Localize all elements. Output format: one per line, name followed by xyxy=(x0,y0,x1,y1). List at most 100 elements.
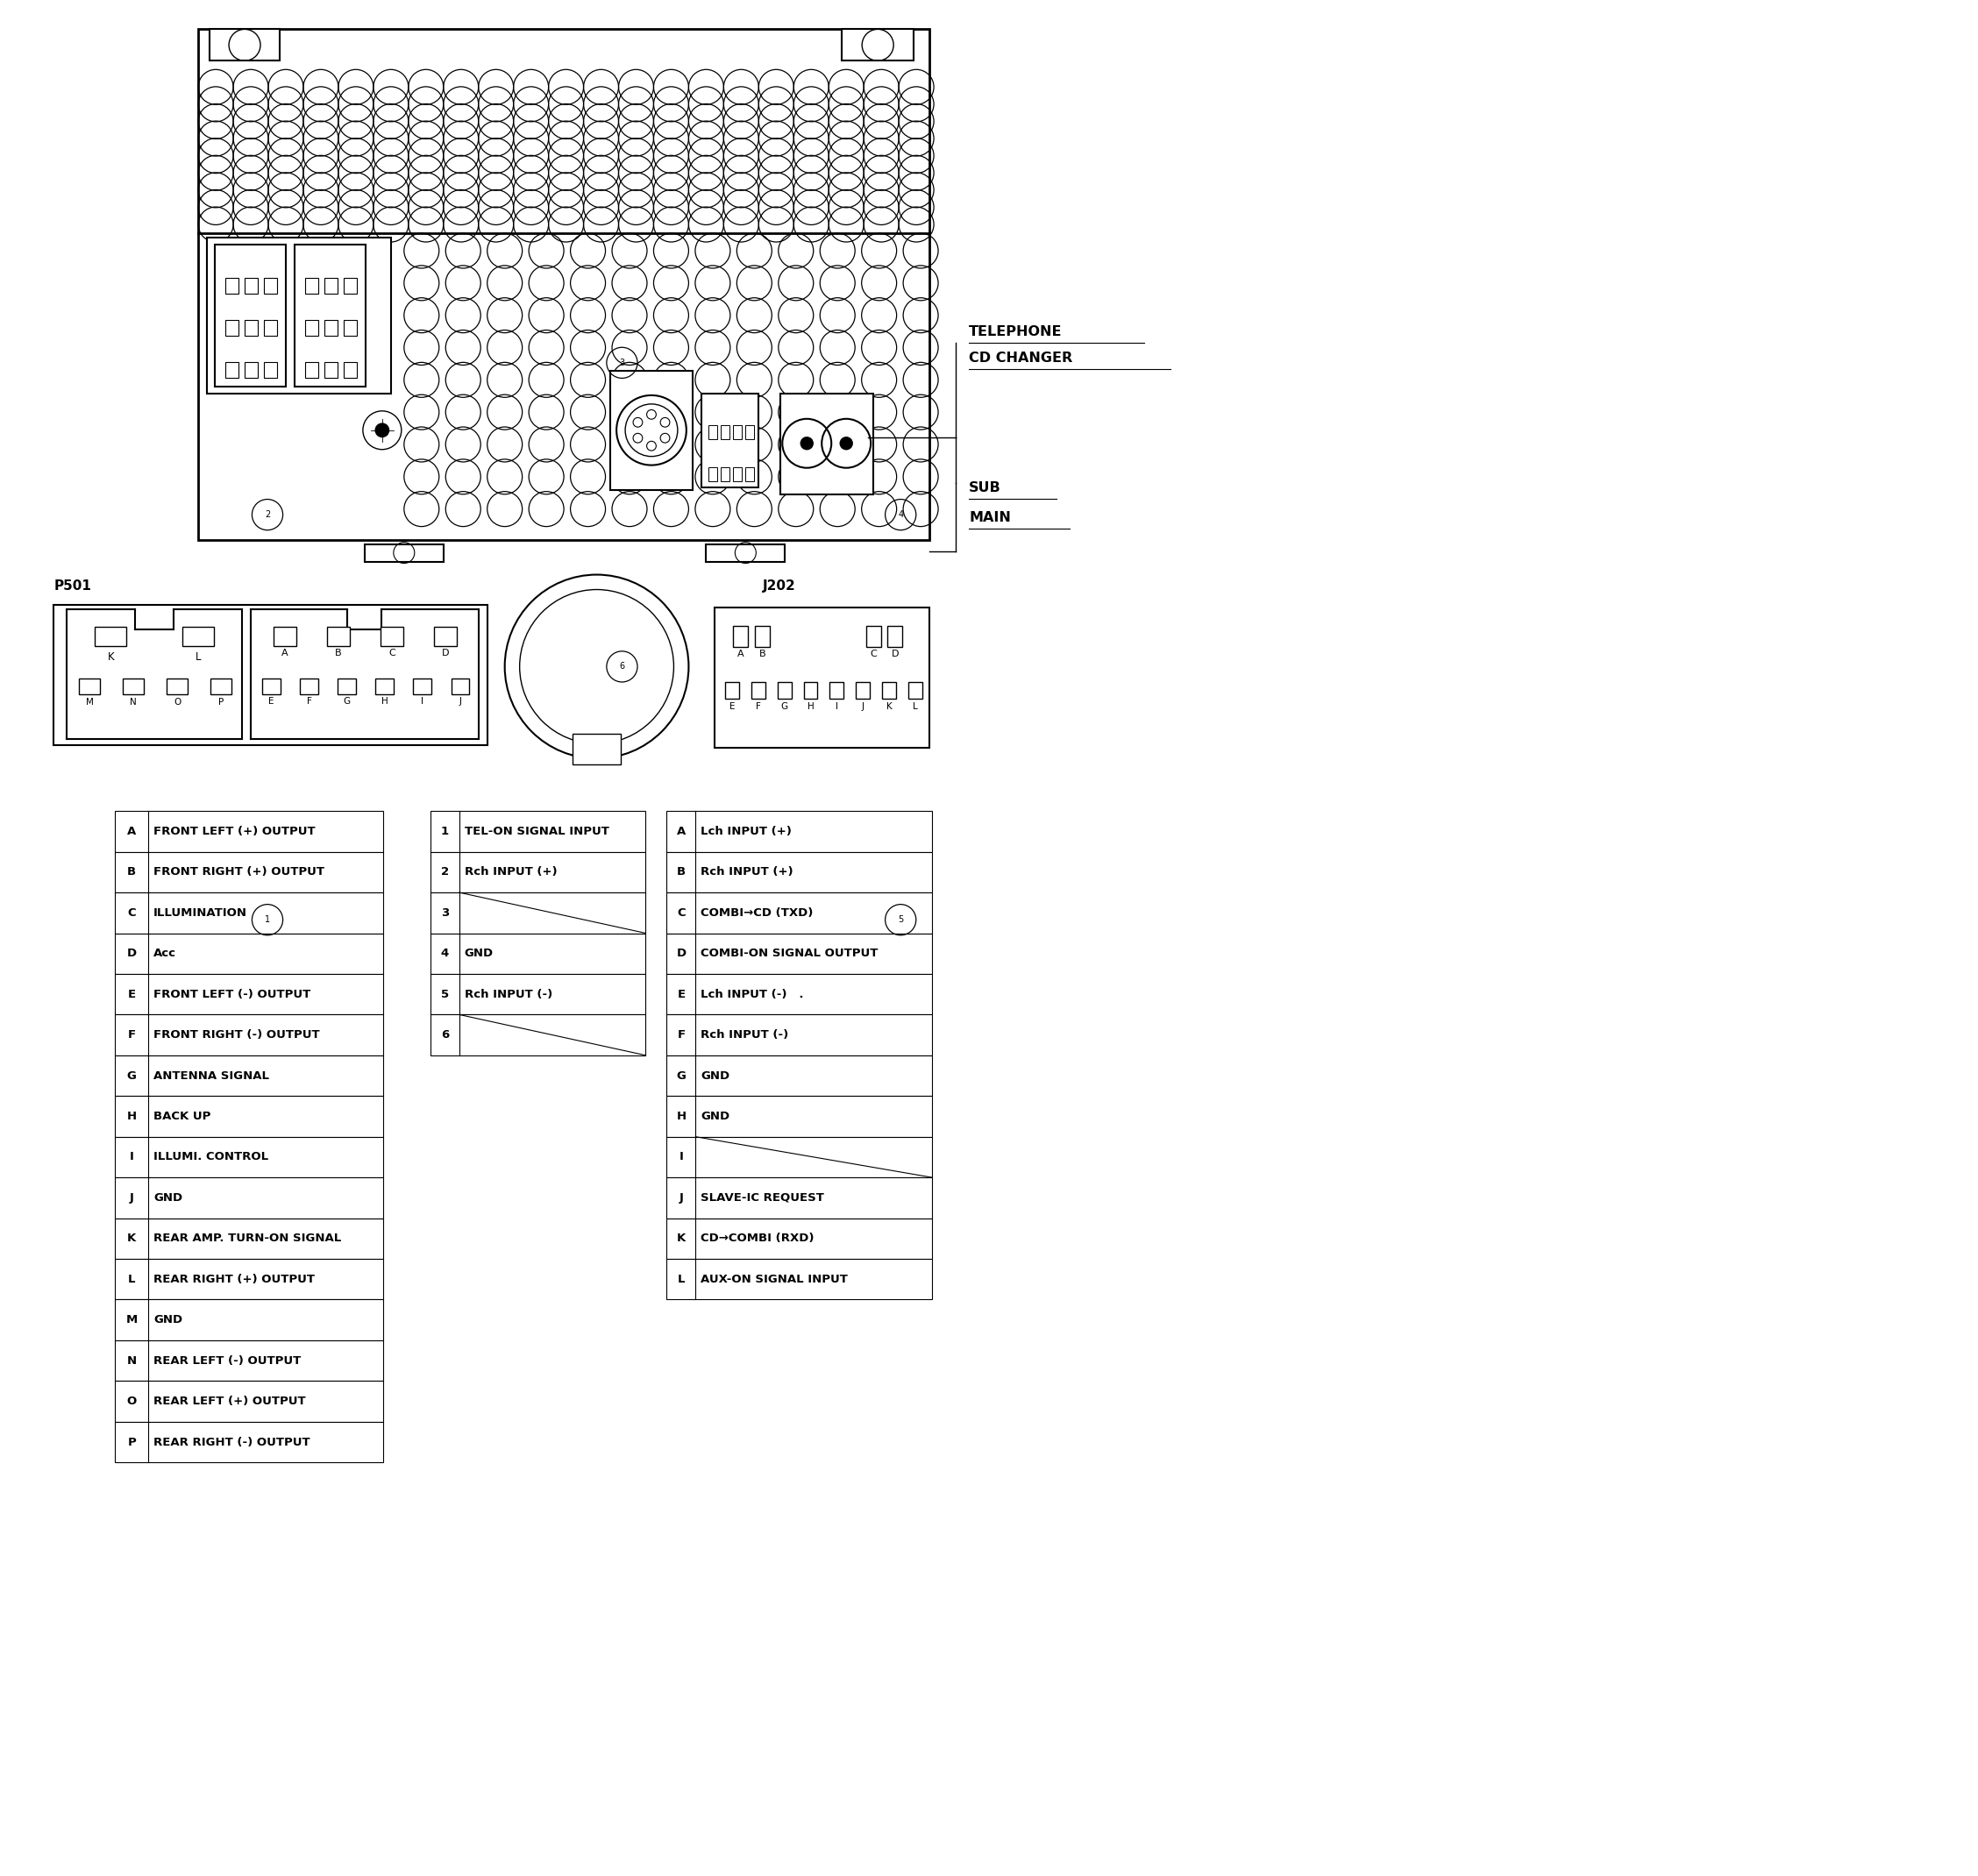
Bar xyxy=(667,1178,932,1218)
Bar xyxy=(734,627,748,647)
Text: B: B xyxy=(334,649,342,657)
Circle shape xyxy=(841,437,853,450)
Text: C: C xyxy=(127,908,136,919)
Text: K: K xyxy=(127,1233,136,1244)
Bar xyxy=(667,893,932,932)
Text: G: G xyxy=(344,696,350,705)
Text: SUB: SUB xyxy=(969,482,1001,495)
Text: REAR LEFT (+) OUTPUT: REAR LEFT (+) OUTPUT xyxy=(154,1396,307,1407)
Bar xyxy=(708,426,718,439)
Text: F: F xyxy=(756,702,762,711)
Text: B: B xyxy=(127,867,136,878)
Text: FRONT RIGHT (-) OUTPUT: FRONT RIGHT (-) OUTPUT xyxy=(154,1030,320,1041)
Text: 1: 1 xyxy=(265,915,271,925)
Bar xyxy=(115,974,384,1015)
Bar xyxy=(572,734,621,765)
Text: FRONT RIGHT (+) OUTPUT: FRONT RIGHT (+) OUTPUT xyxy=(154,867,324,878)
Bar xyxy=(667,932,932,974)
Bar xyxy=(225,362,239,377)
Bar xyxy=(734,426,742,439)
Bar xyxy=(413,679,431,694)
Text: TELEPHONE: TELEPHONE xyxy=(969,326,1062,340)
Bar xyxy=(866,627,880,647)
Text: Rch INPUT (-): Rch INPUT (-) xyxy=(700,1030,789,1041)
Text: N: N xyxy=(131,698,136,707)
Bar xyxy=(714,608,930,749)
Bar xyxy=(734,467,742,480)
Bar xyxy=(115,1422,384,1463)
Bar xyxy=(324,362,338,377)
Text: Lch INPUT (+): Lch INPUT (+) xyxy=(700,825,791,837)
Bar xyxy=(115,810,384,852)
Bar xyxy=(115,1259,384,1300)
Bar xyxy=(777,683,791,700)
Bar xyxy=(324,321,338,336)
Text: GND: GND xyxy=(700,1069,730,1081)
Text: B: B xyxy=(676,867,686,878)
Text: I: I xyxy=(129,1152,135,1163)
Text: 3: 3 xyxy=(441,908,449,919)
Bar xyxy=(210,679,231,694)
Bar xyxy=(803,683,817,700)
Bar xyxy=(667,810,932,852)
Bar xyxy=(263,679,281,694)
Bar xyxy=(609,371,692,490)
Text: E: E xyxy=(269,696,275,705)
Text: G: G xyxy=(676,1069,686,1081)
Text: A: A xyxy=(127,825,136,837)
Bar xyxy=(667,852,932,893)
Bar xyxy=(908,683,922,700)
Text: 2: 2 xyxy=(441,867,449,878)
Bar xyxy=(273,627,297,645)
Text: I: I xyxy=(421,696,423,705)
Bar xyxy=(431,810,645,852)
Text: GND: GND xyxy=(154,1315,182,1326)
Bar xyxy=(305,362,318,377)
Bar xyxy=(115,1015,384,1056)
Bar xyxy=(667,1259,932,1300)
Text: E: E xyxy=(129,989,136,1000)
Text: REAR RIGHT (+) OUTPUT: REAR RIGHT (+) OUTPUT xyxy=(154,1274,315,1285)
Bar xyxy=(667,1096,932,1137)
Bar xyxy=(431,932,645,974)
Bar xyxy=(364,544,443,561)
Bar xyxy=(431,893,645,932)
Text: G: G xyxy=(781,702,787,711)
Bar xyxy=(115,1096,384,1137)
Bar xyxy=(115,1300,384,1339)
Text: O: O xyxy=(127,1396,136,1407)
Text: K: K xyxy=(676,1233,686,1244)
Bar xyxy=(305,321,318,336)
Text: REAR LEFT (-) OUTPUT: REAR LEFT (-) OUTPUT xyxy=(154,1354,301,1366)
Bar xyxy=(706,544,785,561)
Text: Rch INPUT (+): Rch INPUT (+) xyxy=(700,867,793,878)
Text: 4: 4 xyxy=(898,510,904,520)
Text: 1: 1 xyxy=(441,825,449,837)
Bar xyxy=(295,244,366,386)
Bar xyxy=(324,278,338,295)
Bar xyxy=(831,683,845,700)
Text: 4: 4 xyxy=(441,947,449,959)
Text: Lch INPUT (-)   .: Lch INPUT (-) . xyxy=(700,989,803,1000)
Text: 6: 6 xyxy=(619,662,625,672)
Text: F: F xyxy=(676,1030,684,1041)
Bar xyxy=(344,362,356,377)
Bar xyxy=(431,1015,645,1056)
Bar xyxy=(667,1137,932,1178)
Text: A: A xyxy=(281,649,289,657)
Bar xyxy=(708,467,718,480)
Text: GND: GND xyxy=(700,1111,730,1122)
Text: F: F xyxy=(307,696,313,705)
Bar xyxy=(245,321,257,336)
Text: ILLUMI. CONTROL: ILLUMI. CONTROL xyxy=(154,1152,269,1163)
Bar xyxy=(856,683,870,700)
Bar xyxy=(263,321,277,336)
Bar xyxy=(344,321,356,336)
Bar xyxy=(305,278,318,295)
Bar xyxy=(722,426,730,439)
Text: K: K xyxy=(886,702,892,711)
Bar xyxy=(182,627,214,645)
Text: C: C xyxy=(676,908,686,919)
Bar xyxy=(746,467,754,480)
Text: MAIN: MAIN xyxy=(969,510,1011,523)
